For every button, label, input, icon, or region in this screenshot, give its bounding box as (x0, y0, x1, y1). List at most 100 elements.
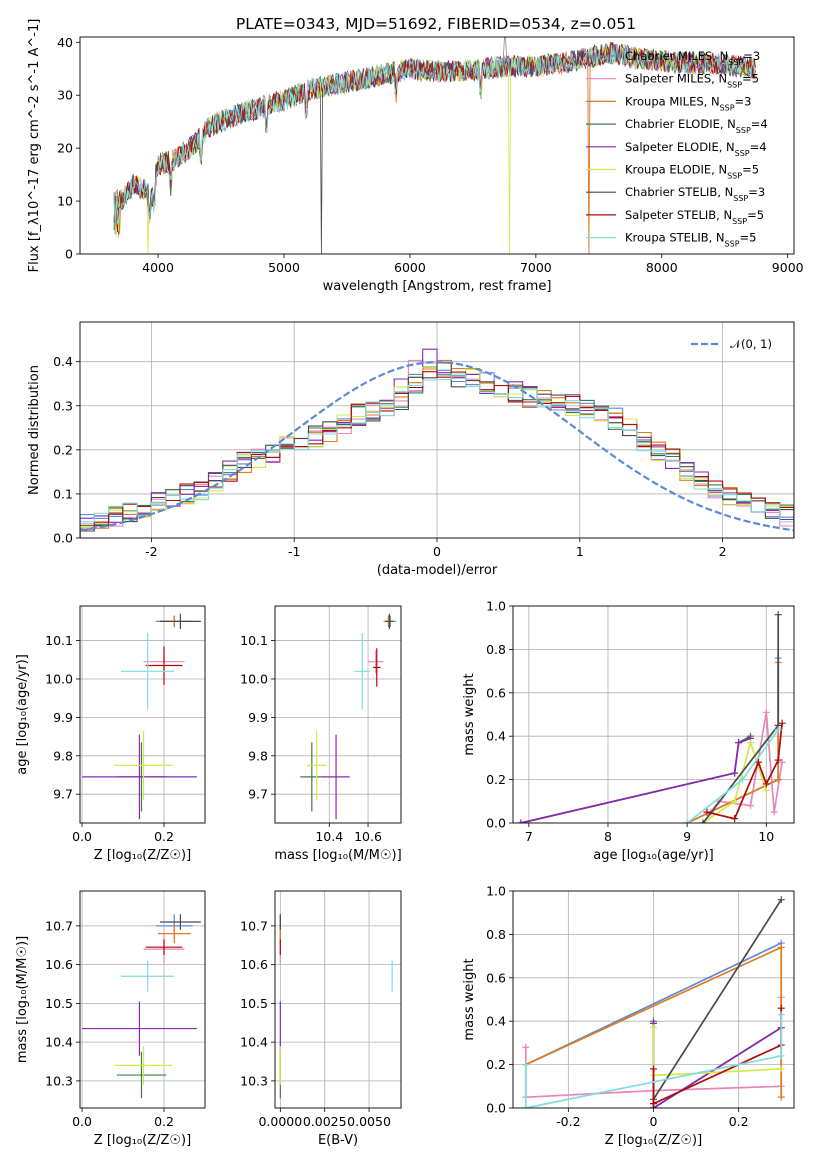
x-tick-label: 2 (719, 544, 727, 559)
x-tick-label: -0.2 (556, 1114, 580, 1129)
errorbar-point (120, 960, 175, 992)
weight-marker (650, 1100, 657, 1108)
x-tick-label: 4000 (142, 260, 174, 275)
weight-marker (762, 786, 770, 794)
weight-line (524, 1014, 783, 1108)
x-tick-label: 10 (758, 829, 774, 844)
x-tick-label: 10.6 (354, 829, 382, 844)
weight-marker (650, 1024, 657, 1032)
y-tick-label: 10.6 (240, 957, 268, 972)
weight-marker (746, 802, 754, 810)
errorbar-point (157, 923, 191, 944)
weight-line (710, 712, 783, 813)
weight-marker (754, 758, 762, 766)
weight-line (686, 658, 780, 823)
y-tick-label: 1.0 (486, 884, 506, 899)
weight-marker (703, 808, 711, 816)
axes-residuals: -2 -1 0 1 2 0.0 0.1 0.2 0.3 0.4 (data-model)/error… (27, 321, 795, 578)
y-tick-label: 0 (65, 247, 73, 262)
axes-frame (79, 890, 206, 1109)
weight-marker (777, 896, 785, 904)
plot-area-weight_vs_Z (513, 891, 794, 1108)
axes-spectrum: 4000 5000 6000 7000 8000 9000 0 10 20 30 40 wavelen… (27, 19, 804, 294)
y-tick-label: 0.2 (53, 442, 73, 457)
errorbar-point (159, 613, 201, 630)
x-tick-label: 0.0050 (347, 1114, 391, 1129)
weight-marker (774, 776, 782, 784)
x-tick-label: 0.0 (72, 829, 92, 844)
x-tick-label: -1 (288, 544, 300, 559)
y-tick-label: 30 (57, 88, 73, 103)
x-tick-label: 0.0025 (303, 1114, 347, 1129)
x-tick-label: 0.0 (72, 1114, 92, 1129)
x-tick-label: 8000 (646, 260, 678, 275)
y-axis-label: Flux [f_λ10^-17 erg cm^-2 s^-1 A^-1] (27, 19, 42, 273)
y-axis-label: Normed distribution (27, 365, 42, 495)
y-tick-label: 10.1 (240, 633, 268, 648)
y-tick-label: 10 (57, 194, 73, 209)
weight-marker (735, 739, 743, 747)
weight-marker (683, 819, 691, 823)
errorbar-point (120, 632, 175, 710)
weight-marker (762, 780, 770, 788)
plot-area-age_vs_Z (80, 606, 205, 823)
x-tick-label: 7000 (520, 260, 552, 275)
x-axis-label: Z [log₁₀(Z/Z☉)] (94, 848, 191, 863)
y-tick-label: 10.0 (240, 671, 268, 686)
errorbar-point (385, 613, 394, 630)
y-tick-label: 0.2 (486, 1057, 506, 1072)
y-tick-label: 10.3 (240, 1073, 268, 1088)
x-tick-label: 0.2 (154, 1114, 174, 1129)
y-tick-label: 0.6 (486, 970, 506, 985)
weight-marker (522, 1043, 530, 1051)
x-axis-label: age [log₁₀(age/yr)] (593, 848, 714, 863)
axes-frame (274, 605, 402, 824)
y-tick-label: 9.8 (53, 748, 73, 763)
weight-marker (777, 1052, 785, 1060)
y-tick-label: 40 (57, 35, 73, 50)
x-tick-label: 8 (604, 829, 612, 844)
errorbar-point (145, 646, 183, 685)
weight-line (520, 737, 751, 823)
weight-marker (731, 815, 739, 823)
axes-mass_vs_EBV: 0.0000 0.0025 0.0050 10.3 10.4 10.5 10.6 10.7 E(… (240, 890, 402, 1148)
x-tick-label: 5000 (268, 260, 300, 275)
legend-label: Kroupa MILES, NSSP=3 (625, 94, 751, 112)
x-tick-label: 0.2 (154, 829, 174, 844)
weight-marker (522, 1104, 530, 1108)
weight-marker (731, 769, 739, 777)
weight-marker (522, 1061, 530, 1069)
weight-marker (778, 758, 786, 766)
axes-mass_vs_Z: 0.0 0.2 10.3 10.4 10.5 10.6 10.7 Z [log₁₀(Z/Z☉)… (15, 890, 206, 1148)
errorbar-point (116, 1051, 167, 1099)
plot-area-age_vs_mass (275, 606, 401, 823)
weight-marker (517, 819, 525, 823)
y-tick-label: 10.6 (45, 957, 73, 972)
plot-area-mass_vs_Z (80, 891, 205, 1108)
errorbar-point (300, 742, 324, 812)
weight-marker (777, 1011, 785, 1019)
weight-marker (777, 1065, 785, 1073)
legend-label: Chabrier MILES, NSSP=3 (625, 49, 760, 67)
legend-label: Kroupa STELIB, NSSP=5 (625, 231, 756, 249)
y-tick-label: 10.3 (45, 1073, 73, 1088)
legend-label: Salpeter ELODIE, NSSP=4 (625, 140, 767, 158)
weight-marker (770, 808, 778, 816)
weight-marker (774, 726, 782, 734)
y-tick-label: 10.4 (45, 1035, 73, 1050)
y-tick-label: 0.0 (486, 1101, 506, 1116)
y-tick-label: 10.7 (45, 918, 73, 933)
errorbar-point (82, 1001, 197, 1056)
y-tick-label: 10.5 (240, 996, 268, 1011)
axes-frame (79, 36, 795, 255)
y-tick-label: 9.9 (53, 710, 73, 725)
gaussian-curve (80, 360, 794, 532)
x-tick-label: 10.4 (315, 829, 343, 844)
x-tick-label: -2 (145, 544, 157, 559)
y-tick-label: 0.1 (53, 486, 73, 501)
weight-marker (777, 1093, 785, 1101)
errorbar-point (114, 1046, 173, 1085)
weight-marker (739, 776, 747, 784)
weight-marker (774, 611, 782, 619)
